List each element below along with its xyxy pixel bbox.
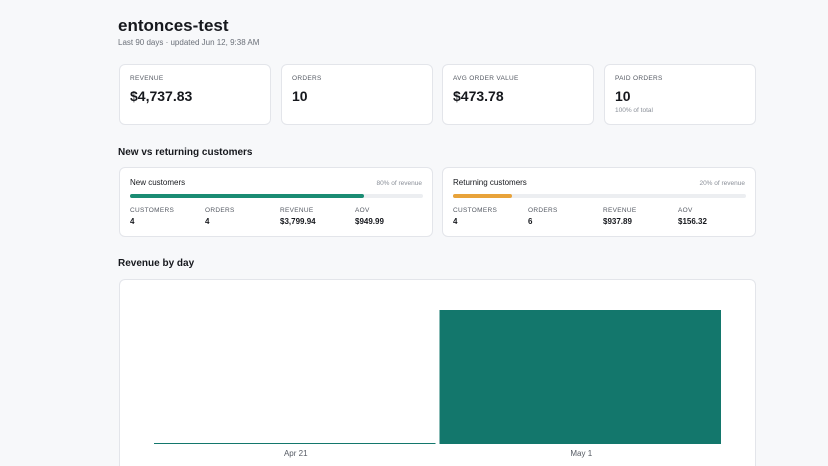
segment-title: Returning customers <box>453 178 527 187</box>
kpi-card: PAID ORDERS 10 100% of total <box>604 64 756 125</box>
segment-share: 20% of revenue <box>699 180 745 187</box>
segment-card: New customers 80% of revenue CUSTOMERS 4 ORD… <box>119 167 433 237</box>
stat-value: 6 <box>528 217 533 226</box>
bar <box>154 443 436 444</box>
chart-title: Revenue by day <box>118 258 195 269</box>
kpi-label: REVENUE <box>130 75 164 82</box>
share-track <box>453 194 746 198</box>
stat-value: $949.99 <box>355 217 384 226</box>
page-subtitle: Last 90 days · updated Jun 12, 9:38 AM <box>118 38 260 47</box>
stat-value: $156.32 <box>678 217 707 226</box>
stat-label: CUSTOMERS <box>130 207 175 214</box>
kpi-card: AVG ORDER VALUE $473.78 <box>442 64 594 125</box>
share-bar <box>453 194 512 198</box>
segment-share: 80% of revenue <box>376 180 422 187</box>
stat-label: REVENUE <box>280 207 314 214</box>
x-tick-label: Apr 21 <box>283 449 308 458</box>
kpi-value: 10 <box>615 88 631 104</box>
kpi-note: 100% of total <box>615 107 653 114</box>
stat-label: CUSTOMERS <box>453 207 498 214</box>
section-title: New vs returning customers <box>118 147 253 158</box>
segment-card: Returning customers 20% of revenue CUSTOME… <box>442 167 756 237</box>
kpi-card: REVENUE $4,737.83 <box>119 64 271 125</box>
share-track <box>130 194 423 198</box>
stat-label: ORDERS <box>205 207 235 214</box>
kpi-label: AVG ORDER VALUE <box>453 75 519 82</box>
stat-label: ORDERS <box>528 207 558 214</box>
stat-label: AOV <box>355 207 370 214</box>
stat-label: AOV <box>678 207 693 214</box>
segment-title: New customers <box>130 178 186 187</box>
stat-label: REVENUE <box>603 207 637 214</box>
stat-value: 4 <box>453 217 458 226</box>
bar <box>439 310 721 444</box>
stat-value: 4 <box>205 217 210 226</box>
chart <box>154 310 721 444</box>
kpi-card: ORDERS 10 <box>281 64 433 125</box>
kpi-value: $4,737.83 <box>130 88 193 104</box>
share-bar <box>130 194 365 198</box>
stat-value: 4 <box>130 217 135 226</box>
kpi-value: $473.78 <box>453 88 504 104</box>
kpi-label: PAID ORDERS <box>615 75 663 82</box>
chart-card: Apr 21 May 1 <box>119 279 756 466</box>
kpi-value: 10 <box>292 88 308 104</box>
stat-value: $937.89 <box>603 217 632 226</box>
stat-value: $3,799.94 <box>280 217 316 226</box>
page-title: entonces-test <box>118 16 229 35</box>
kpi-label: ORDERS <box>292 75 322 82</box>
x-tick-label: May 1 <box>570 449 593 458</box>
